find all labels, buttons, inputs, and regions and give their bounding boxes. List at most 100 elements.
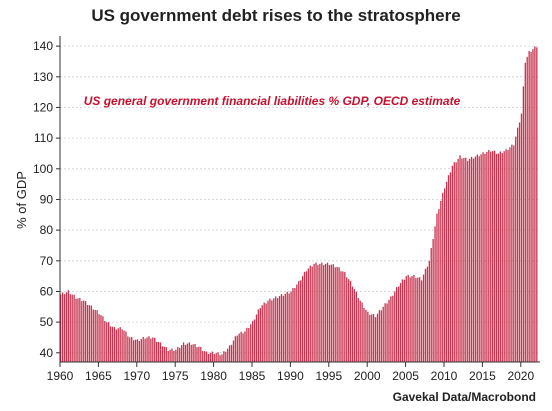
bar bbox=[501, 153, 503, 362]
bar bbox=[526, 56, 528, 362]
bar bbox=[401, 279, 404, 362]
bar bbox=[405, 276, 407, 362]
bar bbox=[478, 156, 480, 362]
y-tick-label: 60 bbox=[40, 284, 54, 298]
bar bbox=[428, 260, 430, 362]
bar bbox=[276, 298, 279, 362]
bar bbox=[288, 293, 290, 362]
bar bbox=[503, 151, 505, 362]
bar bbox=[509, 147, 511, 362]
bar bbox=[317, 265, 319, 362]
bar bbox=[409, 277, 411, 362]
x-tick-label: 2000 bbox=[354, 369, 381, 383]
bar bbox=[461, 158, 463, 362]
bar bbox=[165, 346, 167, 362]
bar bbox=[196, 347, 198, 362]
bar bbox=[497, 153, 500, 362]
bar bbox=[221, 354, 223, 362]
bar bbox=[311, 266, 313, 362]
bar bbox=[184, 344, 187, 362]
bar bbox=[298, 281, 300, 362]
bar bbox=[244, 331, 246, 362]
bar bbox=[265, 303, 267, 362]
bar bbox=[204, 351, 206, 362]
bar bbox=[411, 276, 413, 362]
bar bbox=[445, 181, 448, 362]
source-label: Gavekal Data/Macrobond bbox=[392, 390, 536, 404]
bar bbox=[198, 346, 200, 362]
x-tick-label: 1995 bbox=[315, 369, 342, 383]
bar bbox=[65, 292, 68, 362]
bar bbox=[69, 294, 71, 362]
bar bbox=[248, 327, 250, 362]
bar bbox=[154, 337, 156, 362]
bar bbox=[476, 154, 478, 362]
bar bbox=[179, 347, 181, 362]
bar bbox=[209, 352, 212, 362]
bar bbox=[167, 350, 169, 362]
bar bbox=[71, 294, 73, 362]
bar bbox=[86, 304, 89, 362]
bar bbox=[134, 339, 137, 362]
bar bbox=[465, 157, 467, 362]
bar bbox=[117, 328, 119, 362]
bar bbox=[234, 336, 237, 362]
bar bbox=[444, 188, 446, 362]
bar bbox=[61, 292, 64, 362]
bar bbox=[361, 302, 363, 362]
bar bbox=[129, 337, 131, 362]
x-tick-label: 1960 bbox=[47, 369, 74, 383]
bar bbox=[104, 321, 106, 362]
bar bbox=[246, 327, 248, 362]
bar bbox=[238, 333, 240, 362]
bar bbox=[472, 158, 475, 362]
bar bbox=[148, 336, 150, 362]
bar bbox=[194, 343, 196, 362]
bar bbox=[338, 267, 340, 362]
bar bbox=[257, 309, 260, 362]
bar bbox=[255, 314, 258, 362]
bar bbox=[336, 266, 338, 362]
bar bbox=[211, 351, 213, 362]
bar bbox=[177, 346, 179, 362]
y-tick-label: 100 bbox=[33, 162, 53, 176]
bar bbox=[396, 287, 398, 362]
bar bbox=[273, 298, 275, 362]
bar bbox=[386, 303, 388, 362]
bar bbox=[282, 295, 285, 362]
bar bbox=[488, 149, 490, 362]
bar bbox=[192, 344, 194, 362]
bar bbox=[536, 47, 538, 363]
bar bbox=[121, 329, 123, 362]
bar bbox=[348, 279, 350, 362]
bar bbox=[142, 337, 144, 362]
bar bbox=[388, 299, 390, 362]
bar bbox=[108, 322, 110, 362]
bar bbox=[407, 274, 409, 362]
bar bbox=[534, 46, 536, 362]
bar bbox=[207, 354, 210, 362]
bar bbox=[173, 350, 175, 362]
bar bbox=[188, 342, 190, 362]
bar bbox=[511, 144, 513, 362]
bar bbox=[426, 266, 429, 362]
bar bbox=[474, 156, 477, 362]
x-tick-label: 1975 bbox=[162, 369, 189, 383]
bar bbox=[227, 348, 229, 362]
bar bbox=[294, 288, 296, 362]
bar bbox=[390, 296, 392, 362]
chart-title: US government debt rises to the stratosp… bbox=[91, 6, 461, 25]
bar bbox=[342, 271, 344, 362]
bar bbox=[530, 51, 532, 363]
bar bbox=[392, 295, 394, 362]
bar bbox=[109, 326, 112, 362]
bar bbox=[157, 342, 160, 362]
bar bbox=[88, 305, 91, 362]
bar bbox=[84, 300, 87, 362]
bar bbox=[144, 338, 146, 362]
bar bbox=[484, 153, 486, 362]
y-tick-label: 80 bbox=[40, 223, 54, 237]
bar bbox=[515, 136, 517, 362]
bar bbox=[349, 281, 352, 362]
bar bbox=[81, 301, 83, 362]
